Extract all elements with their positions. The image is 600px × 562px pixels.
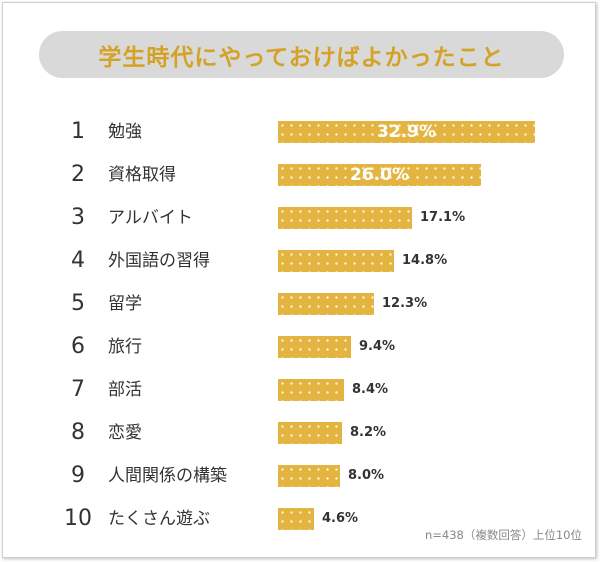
title-banner: 学生時代にやっておけばよかったこと — [39, 31, 564, 78]
sample-note: n=438（複数回答）上位10位 — [424, 528, 582, 542]
category-label: アルバイト — [108, 208, 193, 228]
category-label: 勉強 — [108, 122, 142, 142]
category-label: 外国語の習得 — [108, 251, 210, 271]
bar — [278, 121, 535, 143]
rank-number: 2 — [71, 162, 85, 187]
value-label: 8.0% — [348, 468, 385, 483]
bar — [278, 465, 340, 487]
bar — [278, 293, 374, 315]
bar — [278, 164, 481, 186]
rank-number: 6 — [71, 334, 85, 359]
value-label: 8.2% — [350, 425, 387, 440]
rank-number: 3 — [71, 205, 85, 230]
value-label: 4.6% — [322, 511, 359, 526]
bar — [278, 379, 344, 401]
category-label: 部活 — [108, 380, 142, 400]
category-label: たくさん遊ぶ — [108, 509, 210, 529]
rank-number: 9 — [71, 463, 85, 488]
category-label: 留学 — [108, 294, 142, 314]
value-label: 32.9% — [377, 122, 436, 142]
rank-number: 5 — [71, 291, 85, 316]
value-label: 17.1% — [420, 210, 466, 225]
rank-number: 1 — [71, 119, 85, 144]
bar — [278, 207, 412, 229]
value-label: 12.3% — [382, 296, 428, 311]
bar — [278, 422, 342, 444]
bar — [278, 508, 314, 530]
rank-number: 7 — [71, 377, 85, 402]
bar — [278, 250, 394, 272]
category-label: 恋愛 — [108, 423, 142, 443]
category-label: 資格取得 — [108, 165, 176, 185]
rank-number: 8 — [71, 420, 85, 445]
bar — [278, 336, 351, 358]
category-label: 旅行 — [108, 337, 142, 357]
value-label: 8.4% — [352, 382, 389, 397]
rank-number: 10 — [64, 506, 92, 531]
chart-title: 学生時代にやっておけばよかったこと — [98, 44, 505, 71]
category-label: 人間関係の構築 — [108, 466, 227, 486]
rank-number: 4 — [71, 248, 85, 273]
value-label: 14.8% — [402, 253, 448, 268]
value-label: 9.4% — [359, 339, 396, 354]
value-label: 26.0% — [350, 165, 409, 185]
